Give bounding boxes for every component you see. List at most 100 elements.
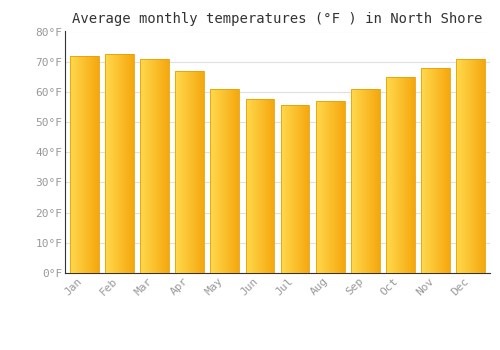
Bar <box>434 68 435 273</box>
Bar <box>409 77 410 273</box>
Bar <box>287 105 288 273</box>
Bar <box>280 105 310 273</box>
Bar <box>84 56 85 273</box>
Bar <box>295 105 296 273</box>
Bar <box>198 71 199 273</box>
Bar <box>90 56 91 273</box>
Bar <box>394 77 396 273</box>
Bar <box>432 68 434 273</box>
Bar <box>477 59 478 273</box>
Bar <box>132 54 133 273</box>
Bar <box>123 54 124 273</box>
Bar <box>92 56 93 273</box>
Bar <box>229 89 230 273</box>
Bar <box>73 56 74 273</box>
Bar <box>334 101 335 273</box>
Bar <box>85 56 86 273</box>
Bar <box>82 56 83 273</box>
Bar <box>400 77 401 273</box>
Bar <box>183 71 184 273</box>
Bar <box>466 59 467 273</box>
Bar <box>106 54 107 273</box>
Title: Average monthly temperatures (°F ) in North Shore: Average monthly temperatures (°F ) in No… <box>72 12 482 26</box>
Bar <box>263 99 264 273</box>
Bar <box>304 105 305 273</box>
Bar <box>210 89 239 273</box>
Bar <box>342 101 343 273</box>
Bar <box>468 59 469 273</box>
Bar <box>178 71 179 273</box>
Bar <box>184 71 186 273</box>
Bar <box>359 89 360 273</box>
Bar <box>217 89 218 273</box>
Bar <box>158 59 159 273</box>
Bar <box>373 89 374 273</box>
Bar <box>335 101 336 273</box>
Bar <box>440 68 442 273</box>
Bar <box>248 99 249 273</box>
Bar <box>227 89 228 273</box>
Bar <box>108 54 110 273</box>
Bar <box>366 89 368 273</box>
Bar <box>140 59 141 273</box>
Bar <box>115 54 116 273</box>
Bar <box>475 59 476 273</box>
Bar <box>124 54 125 273</box>
Bar <box>230 89 232 273</box>
Bar <box>111 54 112 273</box>
Bar <box>234 89 235 273</box>
Bar <box>448 68 449 273</box>
Bar <box>331 101 332 273</box>
Bar <box>457 59 458 273</box>
Bar <box>368 89 369 273</box>
Bar <box>288 105 290 273</box>
Bar <box>247 99 248 273</box>
Bar <box>107 54 108 273</box>
Bar <box>372 89 373 273</box>
Bar <box>481 59 482 273</box>
Bar <box>467 59 468 273</box>
Bar <box>160 59 161 273</box>
Bar <box>113 54 114 273</box>
Bar <box>306 105 308 273</box>
Bar <box>116 54 117 273</box>
Bar <box>149 59 150 273</box>
Bar <box>474 59 475 273</box>
Bar <box>353 89 354 273</box>
Bar <box>210 89 211 273</box>
Bar <box>225 89 226 273</box>
Bar <box>410 77 411 273</box>
Bar <box>305 105 306 273</box>
Bar <box>456 59 485 273</box>
Bar <box>194 71 196 273</box>
Bar <box>94 56 95 273</box>
Bar <box>220 89 221 273</box>
Bar <box>390 77 391 273</box>
Bar <box>442 68 443 273</box>
Bar <box>462 59 463 273</box>
Bar <box>392 77 393 273</box>
Bar <box>336 101 338 273</box>
Bar <box>463 59 464 273</box>
Bar <box>326 101 328 273</box>
Bar <box>298 105 300 273</box>
Bar <box>141 59 142 273</box>
Bar <box>436 68 437 273</box>
Bar <box>257 99 258 273</box>
Bar <box>482 59 483 273</box>
Bar <box>146 59 148 273</box>
Bar <box>246 99 274 273</box>
Bar <box>363 89 364 273</box>
Bar <box>439 68 440 273</box>
Bar <box>163 59 164 273</box>
Bar <box>246 99 247 273</box>
Bar <box>130 54 131 273</box>
Bar <box>458 59 459 273</box>
Bar <box>201 71 202 273</box>
Bar <box>161 59 162 273</box>
Bar <box>397 77 398 273</box>
Bar <box>478 59 480 273</box>
Bar <box>105 54 106 273</box>
Bar <box>387 77 388 273</box>
Bar <box>270 99 272 273</box>
